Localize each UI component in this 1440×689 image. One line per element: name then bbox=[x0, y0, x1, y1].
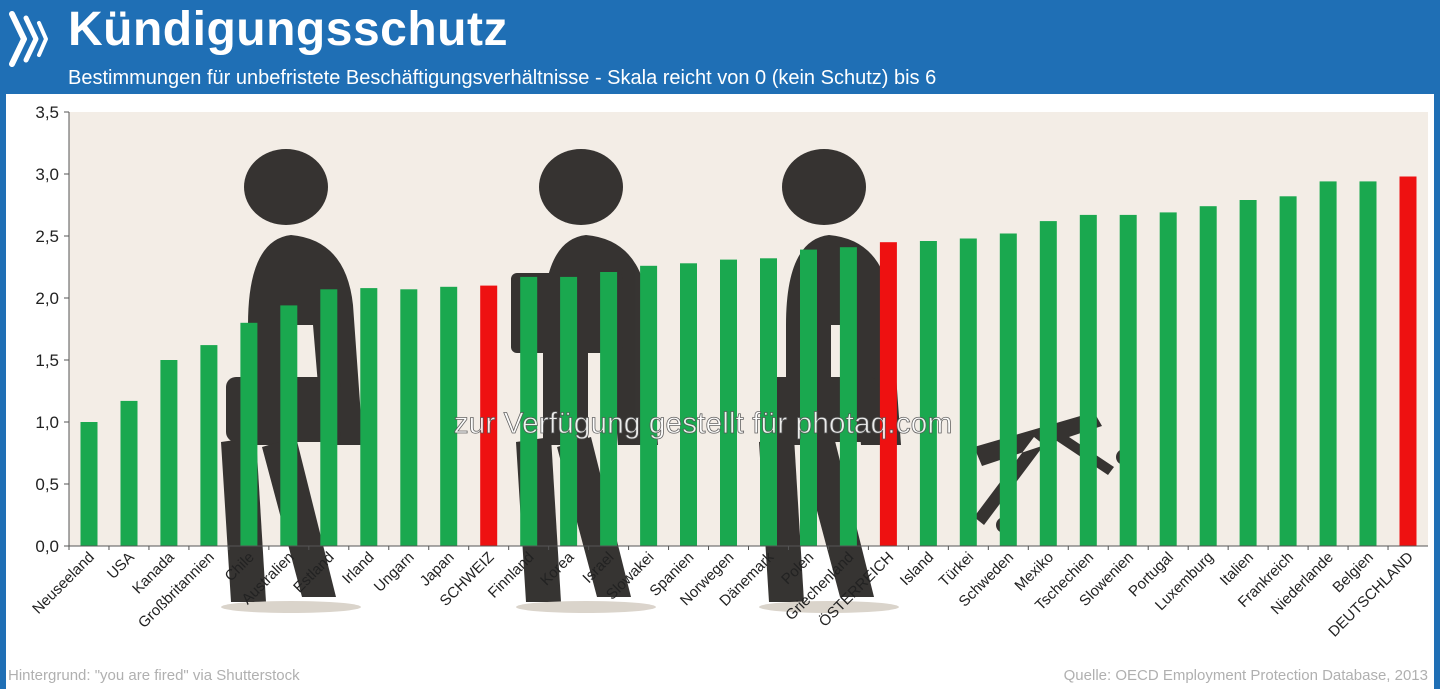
x-tick-label: Neuseeland bbox=[29, 549, 98, 618]
bar-27 bbox=[1159, 212, 1177, 546]
bar-16 bbox=[720, 259, 737, 546]
watermark-text: zur Verfügung gestellt für photaq.com bbox=[454, 407, 953, 440]
bar-28 bbox=[1199, 206, 1217, 546]
bar-8 bbox=[400, 289, 418, 546]
y-tick-label: 3,0 bbox=[35, 165, 59, 184]
bar-32 bbox=[1359, 181, 1377, 546]
background-credit: Hintergrund: "you are fired" via Shutter… bbox=[8, 667, 300, 684]
bar-23 bbox=[999, 233, 1017, 546]
bar-11 bbox=[520, 276, 538, 546]
bar-31 bbox=[1319, 181, 1337, 546]
y-tick-label: 1,0 bbox=[35, 413, 59, 432]
source-note: Quelle: OECD Employment Protection Datab… bbox=[1063, 667, 1428, 684]
bar-10 bbox=[480, 285, 498, 546]
bar-25 bbox=[1079, 214, 1097, 546]
bar-20 bbox=[879, 242, 897, 546]
bar-22 bbox=[959, 238, 977, 546]
bar-12 bbox=[560, 276, 578, 546]
chart-panel: 0,0 0,5 1,0 1,5 2,0 2,5 3,0 3,5 Neuseeland USA Kan… bbox=[6, 94, 1434, 689]
y-tick-label: 0,5 bbox=[35, 475, 59, 494]
bar-26 bbox=[1119, 214, 1137, 546]
bar-24 bbox=[1039, 221, 1057, 546]
bar-17 bbox=[760, 258, 777, 546]
y-tick-label: 3,5 bbox=[35, 103, 59, 122]
x-tick-label: Ungarn bbox=[371, 549, 418, 596]
bar-14 bbox=[640, 265, 658, 546]
x-tick-label: Island bbox=[897, 549, 937, 589]
bar-33 bbox=[1399, 176, 1417, 546]
bar-6 bbox=[320, 289, 338, 546]
bar-29 bbox=[1239, 200, 1257, 546]
bar-1 bbox=[120, 400, 138, 546]
bar-18 bbox=[800, 249, 817, 546]
bar-5 bbox=[280, 305, 298, 546]
chart-subtitle: Bestimmungen für unbefristete Beschäftig… bbox=[68, 67, 937, 89]
oecd-logo-icon bbox=[9, 11, 48, 67]
bar-9 bbox=[440, 286, 458, 546]
bar-21 bbox=[919, 241, 937, 546]
bar-0 bbox=[80, 422, 98, 546]
chart-title: Kündigungsschutz bbox=[68, 3, 508, 56]
bar-4 bbox=[240, 322, 258, 546]
bar-19 bbox=[839, 247, 857, 546]
y-tick-label: 2,5 bbox=[35, 227, 59, 246]
bar-2 bbox=[160, 360, 178, 546]
bar-15 bbox=[680, 263, 697, 546]
bar-13 bbox=[600, 272, 618, 546]
bar-3 bbox=[200, 345, 218, 546]
bars bbox=[80, 176, 1417, 547]
x-tick-label: USA bbox=[104, 549, 138, 583]
bar-7 bbox=[360, 288, 378, 546]
y-tick-label: 0,0 bbox=[35, 537, 59, 556]
y-tick-label: 1,5 bbox=[35, 351, 59, 370]
bar-30 bbox=[1279, 196, 1297, 547]
y-tick-label: 2,0 bbox=[35, 289, 59, 308]
